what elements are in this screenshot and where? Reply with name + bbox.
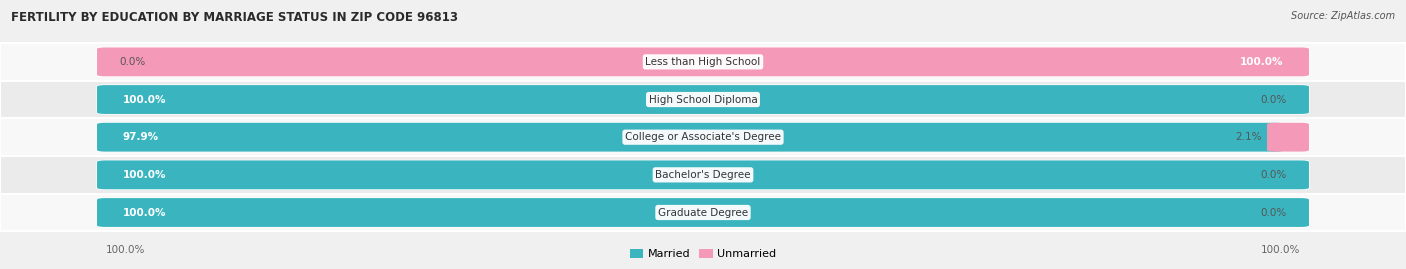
FancyBboxPatch shape <box>97 198 1309 227</box>
Text: Bachelor's Degree: Bachelor's Degree <box>655 170 751 180</box>
Text: 100.0%: 100.0% <box>1261 245 1301 255</box>
Text: 0.0%: 0.0% <box>1260 207 1286 218</box>
FancyBboxPatch shape <box>97 47 1309 76</box>
Text: 100.0%: 100.0% <box>122 170 166 180</box>
Text: 0.0%: 0.0% <box>120 57 146 67</box>
Bar <box>0 156 1406 194</box>
Text: 0.0%: 0.0% <box>1260 94 1286 105</box>
Text: College or Associate's Degree: College or Associate's Degree <box>626 132 780 142</box>
Text: 100.0%: 100.0% <box>1240 57 1284 67</box>
Text: 0.0%: 0.0% <box>1260 170 1286 180</box>
Text: 100.0%: 100.0% <box>122 94 166 105</box>
FancyBboxPatch shape <box>97 160 1309 189</box>
Bar <box>0 118 1406 156</box>
Text: Less than High School: Less than High School <box>645 57 761 67</box>
Text: 100.0%: 100.0% <box>122 207 166 218</box>
Text: Graduate Degree: Graduate Degree <box>658 207 748 218</box>
Text: 100.0%: 100.0% <box>105 245 145 255</box>
FancyBboxPatch shape <box>97 123 1309 152</box>
Bar <box>0 81 1406 118</box>
FancyBboxPatch shape <box>97 198 1309 227</box>
FancyBboxPatch shape <box>97 123 1284 152</box>
Text: 2.1%: 2.1% <box>1234 132 1261 142</box>
FancyBboxPatch shape <box>1267 123 1309 152</box>
FancyBboxPatch shape <box>97 85 1309 114</box>
FancyBboxPatch shape <box>97 160 1309 189</box>
Text: Source: ZipAtlas.com: Source: ZipAtlas.com <box>1291 11 1395 21</box>
Text: 97.9%: 97.9% <box>122 132 159 142</box>
FancyBboxPatch shape <box>97 47 1309 76</box>
Legend: Married, Unmarried: Married, Unmarried <box>626 244 780 263</box>
FancyBboxPatch shape <box>97 85 1309 114</box>
Bar <box>0 194 1406 231</box>
Text: FERTILITY BY EDUCATION BY MARRIAGE STATUS IN ZIP CODE 96813: FERTILITY BY EDUCATION BY MARRIAGE STATU… <box>11 11 458 24</box>
Bar <box>0 43 1406 81</box>
Text: High School Diploma: High School Diploma <box>648 94 758 105</box>
